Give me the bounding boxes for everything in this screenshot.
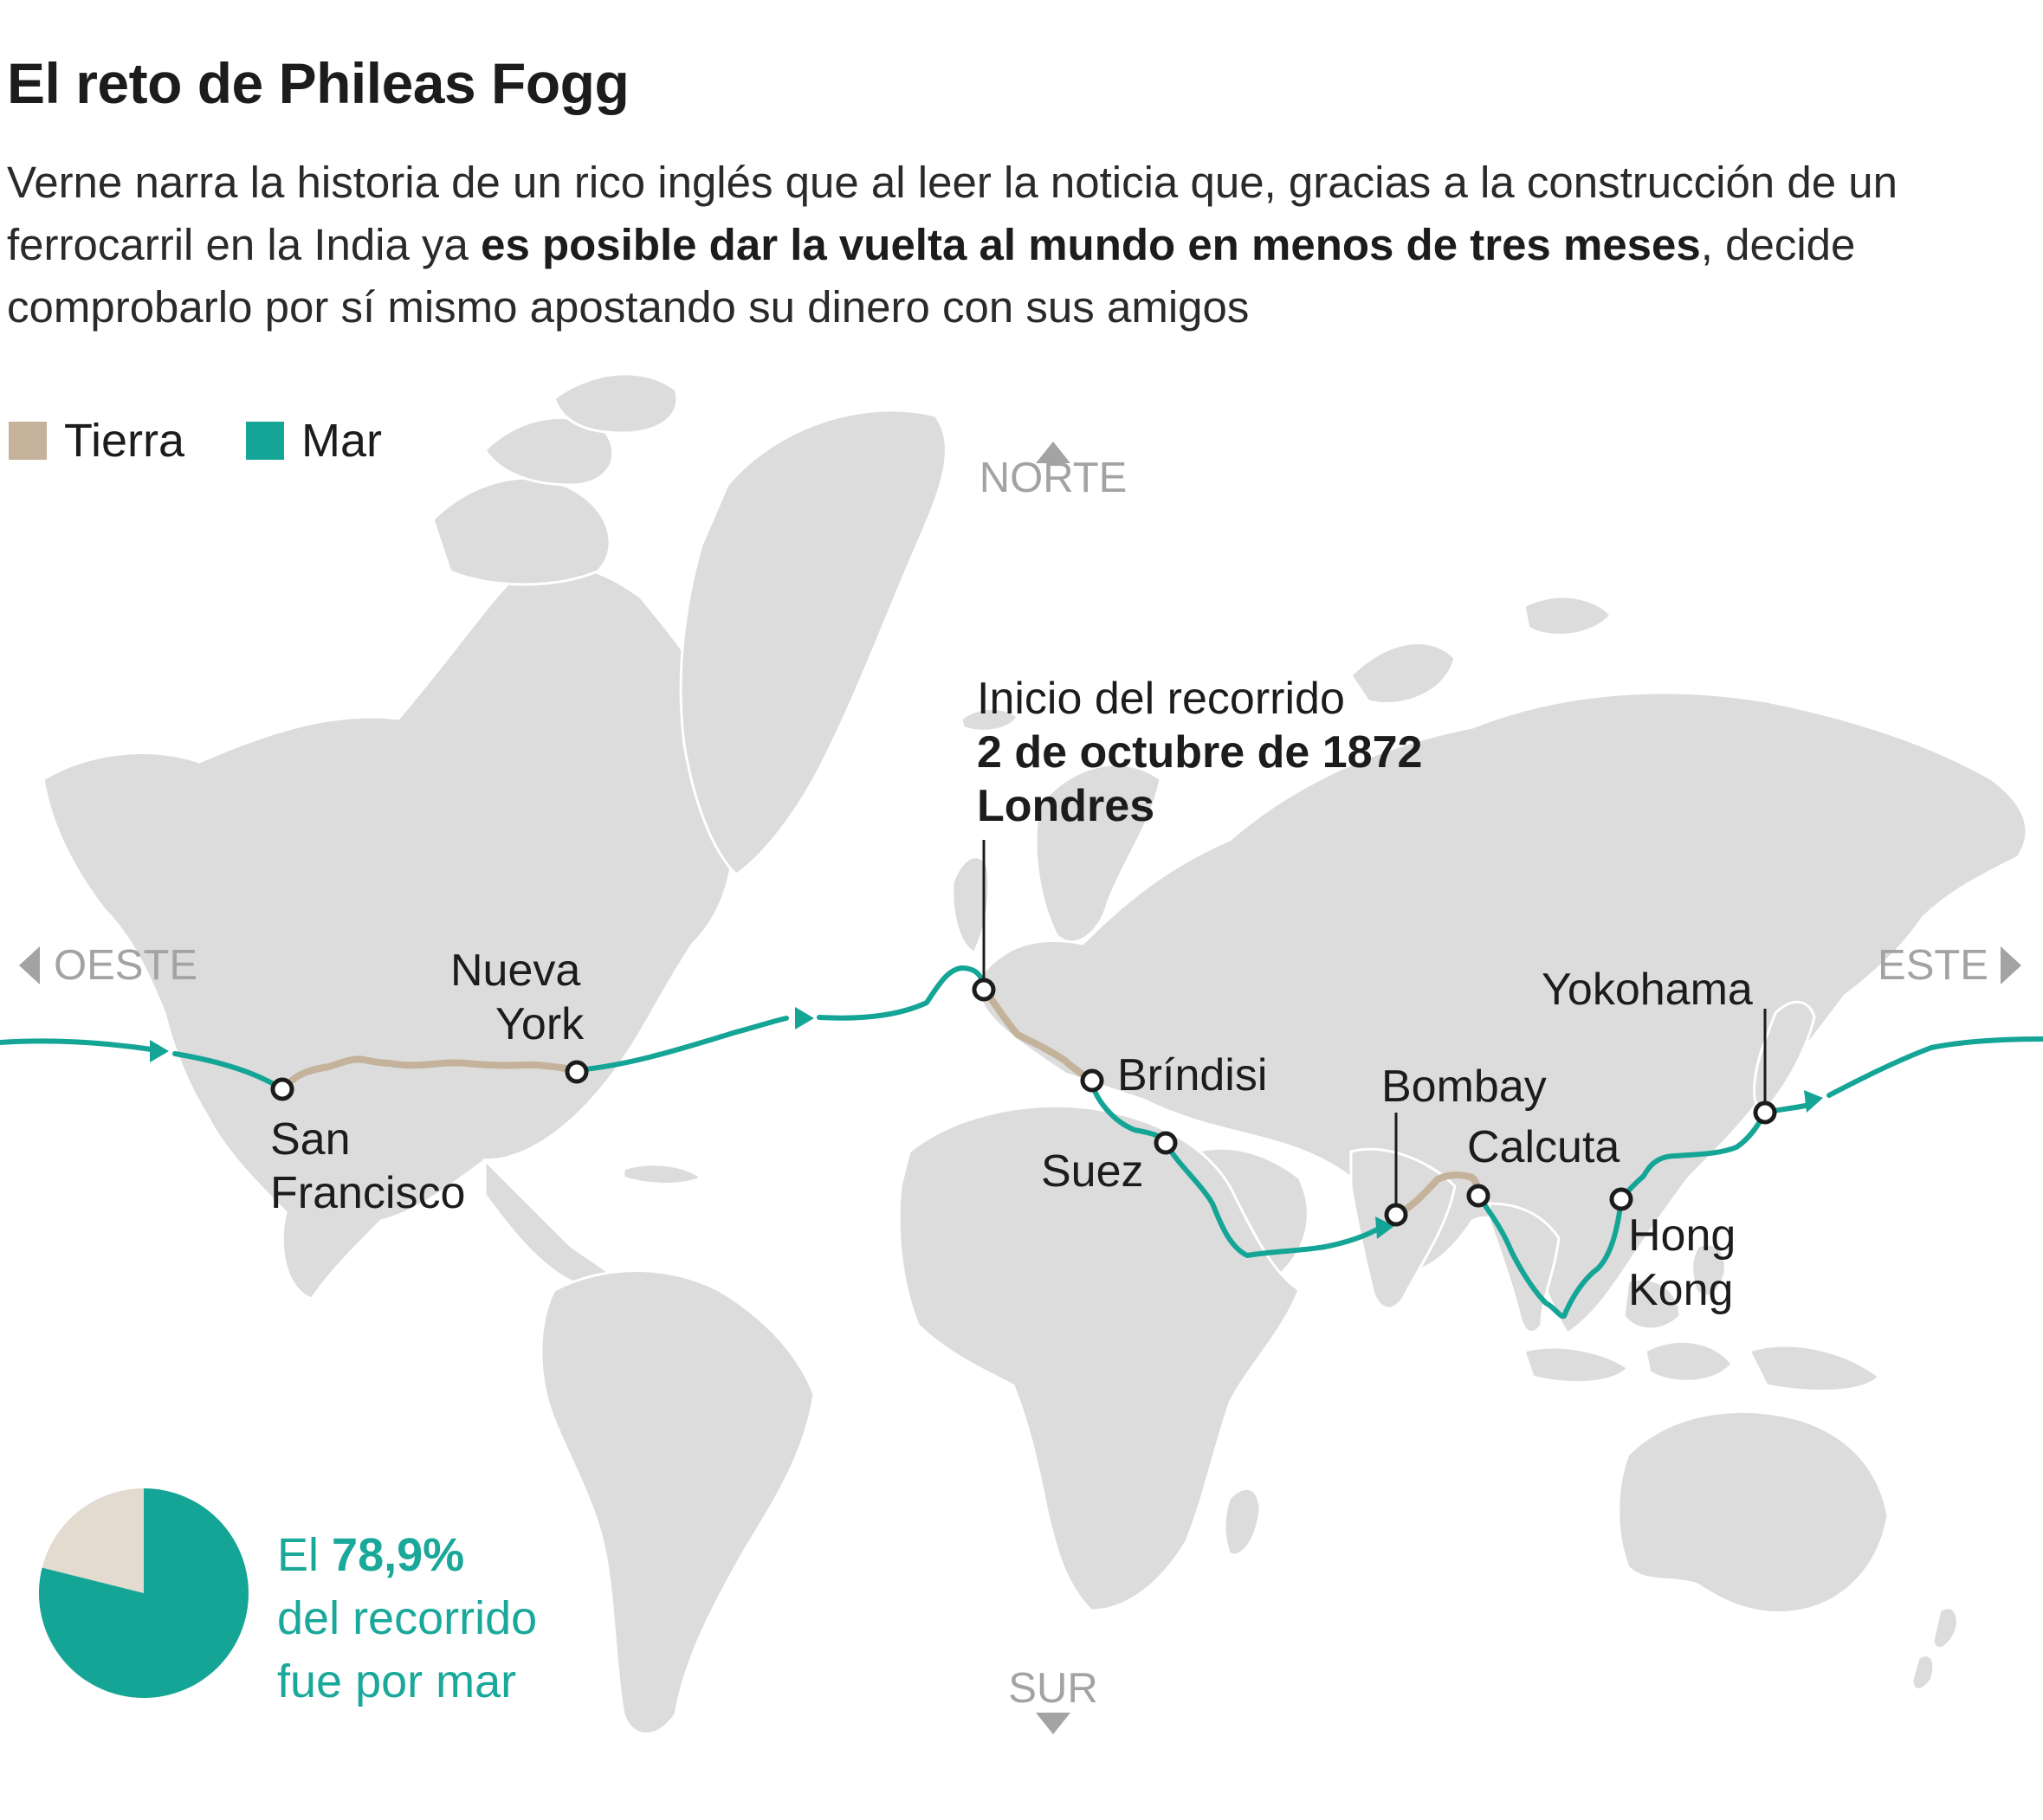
legend-sea: Mar [246, 414, 382, 468]
legend-land-swatch [9, 422, 47, 460]
north-label: NORTE [979, 455, 1128, 501]
label-suez: Suez [1041, 1146, 1144, 1197]
label-san-francisco-2: Francisco [270, 1168, 465, 1218]
marker-yokohama [1753, 1100, 1777, 1125]
marker-calcuta [1466, 1184, 1490, 1208]
south-america-land [540, 1269, 816, 1735]
legend-sea-label: Mar [301, 415, 382, 467]
label-hong-kong-2: Kong [1628, 1265, 1733, 1315]
sea-route-bay-of-bengal [1476, 1193, 1624, 1320]
stat-line3: fue por mar [277, 1655, 517, 1707]
route-arrows [150, 1007, 1823, 1239]
west-label: OESTE [54, 942, 197, 989]
leader-lines [982, 840, 1767, 1204]
south-label: SUR [1008, 1665, 1097, 1712]
subtitle-part1: Verne narra la historia de un rico inglé… [7, 158, 1898, 269]
marker-san-francisco [270, 1077, 294, 1101]
pie-chart [38, 1488, 249, 1698]
marker-suez [1154, 1131, 1178, 1155]
label-calcuta: Calcuta [1467, 1122, 1620, 1172]
marker-london [972, 978, 996, 1002]
marker-brindisi [1080, 1068, 1104, 1093]
start-date: 2 de octubre de 1872 [977, 727, 1422, 778]
land-route-usa [281, 1055, 580, 1093]
stat-prefix: El [277, 1529, 333, 1581]
continents [42, 372, 2028, 1735]
legend-land-label: Tierra [64, 415, 185, 467]
route-arrow-icon [150, 1040, 169, 1062]
chart-subtitle: Verne narra la historia de un rico inglé… [7, 152, 2033, 339]
marker-bombay [1384, 1203, 1408, 1227]
eurasia-land [977, 691, 2028, 1336]
legend-land: Tierra [9, 414, 184, 468]
label-brindisi: Bríndisi [1117, 1050, 1267, 1100]
sea-route-atlantic-arrival [817, 965, 986, 1021]
australia-land [1617, 1410, 1890, 1615]
label-bombay: Bombay [1381, 1062, 1547, 1112]
route-arrow-icon [795, 1007, 814, 1029]
marker-hong-kong [1609, 1187, 1633, 1211]
africa-land [897, 1104, 1301, 1612]
west-arrow-icon [19, 946, 40, 984]
label-new-york-1: Nueva [450, 945, 580, 996]
route-arrow-icon [1804, 1090, 1823, 1113]
subtitle-part2: , decide comprobarlo por sí mismo aposta… [7, 220, 1856, 332]
stat-value: 78,9% [332, 1529, 465, 1581]
east-label: ESTE [1878, 942, 1988, 989]
sea-route-atlantic [574, 1016, 789, 1073]
marker-new-york [565, 1060, 589, 1084]
land-route-europe [980, 986, 1095, 1084]
sea-route-pacific-west [1826, 1036, 2043, 1098]
sea-route-china-sea [1619, 1110, 1768, 1202]
sea-share-annotation: El 78,9% del recorrido fue por mar [277, 1524, 537, 1714]
north-america-land [42, 563, 735, 1300]
sea-route-pacific-east [0, 1038, 154, 1052]
subtitle-bold: es posible dar la vuelta al mundo en men… [481, 220, 1701, 269]
label-yokohama: Yokohama [1542, 965, 1753, 1015]
pie-sea-slice [38, 1488, 249, 1698]
greenland-land [679, 409, 947, 876]
legend-sea-swatch [246, 422, 284, 460]
stat-line2: del recorrido [277, 1592, 538, 1644]
chart-title: El reto de Phileas Fogg [7, 51, 630, 115]
south-arrow-icon [1036, 1713, 1070, 1734]
city-markers [270, 978, 1777, 1227]
label-hong-kong-1: Hong [1628, 1210, 1736, 1261]
north-arrow-icon [1036, 442, 1070, 463]
label-new-york-2: York [495, 999, 585, 1049]
sea-route-red-sea [1163, 1140, 1380, 1258]
east-arrow-icon [2001, 946, 2021, 984]
start-label: Inicio del recorrido [977, 674, 1345, 724]
route-arrow-icon [1375, 1217, 1394, 1239]
label-san-francisco-1: San [270, 1114, 351, 1165]
start-city: Londres [977, 781, 1154, 831]
